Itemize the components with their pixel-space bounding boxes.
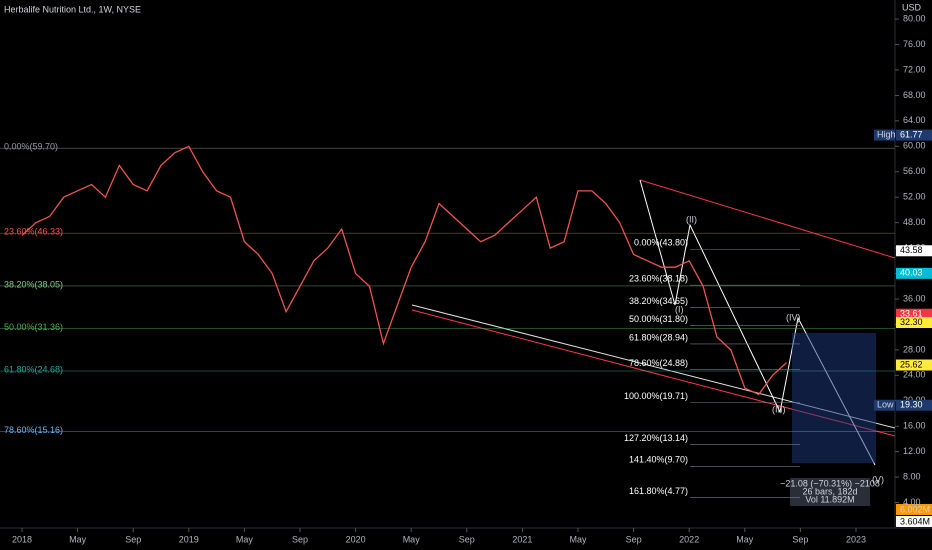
- fib-label: 141.40%(9.70): [629, 455, 688, 465]
- wave-label: (V): [872, 474, 884, 484]
- y-tick-label: 72.00: [903, 64, 926, 74]
- x-tick-label: 2018: [12, 534, 32, 544]
- y-tick-label: 8.00: [903, 471, 921, 481]
- fib-label: 50.00%(31.80): [629, 314, 688, 324]
- price-label: 61.77: [900, 129, 923, 139]
- y-tick-label: 60.00: [903, 141, 926, 151]
- fib-label: 23.60%(46.33): [4, 227, 63, 237]
- price-badge: [896, 129, 932, 141]
- price-name: Low: [877, 400, 894, 410]
- y-tick-label: 16.00: [903, 421, 926, 431]
- y-tick-label: 76.00: [903, 39, 926, 49]
- price-label: 32.30: [900, 317, 923, 327]
- price-label: 25.62: [900, 359, 923, 369]
- price-badge: [896, 267, 932, 279]
- price-label: 19.30: [900, 400, 923, 410]
- fib-label: 78.60%(24.88): [629, 358, 688, 368]
- trend-line: [639, 179, 896, 259]
- price-name-badge: [874, 129, 895, 141]
- price-badge: [896, 245, 932, 257]
- x-tick-label: May: [236, 534, 254, 544]
- wave-label: (II): [686, 214, 697, 224]
- x-tick-label: 2020: [346, 534, 366, 544]
- currency: USD: [902, 2, 922, 12]
- price-line: [21, 145, 787, 396]
- x-tick-label: 2023: [846, 534, 866, 544]
- fib-label: 161.80%(4.77): [629, 486, 688, 496]
- price-name-badge: [874, 399, 895, 411]
- volume-badge: [896, 504, 932, 515]
- x-tick-label: Sep: [626, 534, 642, 544]
- price-label: 40.03: [900, 268, 923, 278]
- x-tick-label: 2019: [179, 534, 199, 544]
- wave-label: (I): [675, 304, 684, 314]
- fib-label: 0.00%(43.80): [634, 238, 688, 248]
- fib-label: 100.00%(19.71): [624, 391, 688, 401]
- measure-text: Vol 11.892M: [805, 494, 854, 504]
- fib-label: 0.00%(59.70): [4, 142, 58, 152]
- x-tick-label: 2022: [679, 534, 699, 544]
- fib-label: 23.60%(38.18): [629, 273, 688, 283]
- x-tick-label: May: [69, 534, 87, 544]
- x-tick-label: Sep: [792, 534, 808, 544]
- fib-label: 127.20%(13.14): [624, 433, 688, 443]
- y-tick-label: 4.00: [903, 497, 921, 507]
- volume-label: 6.002M: [900, 504, 930, 514]
- wave-label: (III): [772, 404, 786, 414]
- y-tick-label: 12.00: [903, 446, 926, 456]
- y-tick-label: 48.00: [903, 217, 926, 227]
- x-tick-label: May: [403, 534, 421, 544]
- fib-label: 50.00%(31.36): [4, 322, 63, 332]
- y-tick-label: 24.00: [903, 370, 926, 380]
- y-tick-label: 56.00: [903, 166, 926, 176]
- measure-text: 26 bars, 182d: [802, 486, 857, 496]
- x-tick-label: Sep: [292, 534, 308, 544]
- price-label: 43.58: [900, 245, 923, 255]
- volume-badge: [896, 516, 932, 527]
- x-tick-label: May: [736, 534, 754, 544]
- x-tick-label: Sep: [459, 534, 475, 544]
- price-badge: [896, 359, 932, 371]
- volume-label: 3.604M: [900, 516, 930, 526]
- fib-label: 38.20%(34.65): [629, 296, 688, 306]
- y-tick-label: 68.00: [903, 90, 926, 100]
- price-name: High: [877, 129, 896, 139]
- measure-box: [792, 333, 876, 463]
- fib-label: 78.60%(15.16): [4, 425, 63, 435]
- measure-tooltip: [790, 478, 870, 506]
- fib-label: 61.80%(28.94): [629, 332, 688, 342]
- measure-text: −21.08 (−70.31%) −2108: [780, 478, 880, 488]
- price-label: 33.61: [900, 309, 923, 319]
- price-badge: [896, 308, 932, 320]
- wave-label: (IV): [786, 312, 801, 322]
- price-badge: [896, 317, 932, 329]
- y-tick-label: 52.00: [903, 192, 926, 202]
- x-tick-label: Sep: [125, 534, 141, 544]
- fib-label: 61.80%(24.68): [4, 364, 63, 374]
- y-tick-label: 80.00: [903, 13, 926, 23]
- x-tick-label: 2021: [512, 534, 532, 544]
- fib-label: 38.20%(38.05): [4, 279, 63, 289]
- price-badge: [896, 399, 932, 411]
- y-tick-label: 64.00: [903, 115, 926, 125]
- chart-title: Herbalife Nutrition Ltd., 1W, NYSE: [4, 4, 141, 14]
- x-tick-label: May: [569, 534, 587, 544]
- y-tick-label: 28.00: [903, 344, 926, 354]
- y-tick-label: 36.00: [903, 293, 926, 303]
